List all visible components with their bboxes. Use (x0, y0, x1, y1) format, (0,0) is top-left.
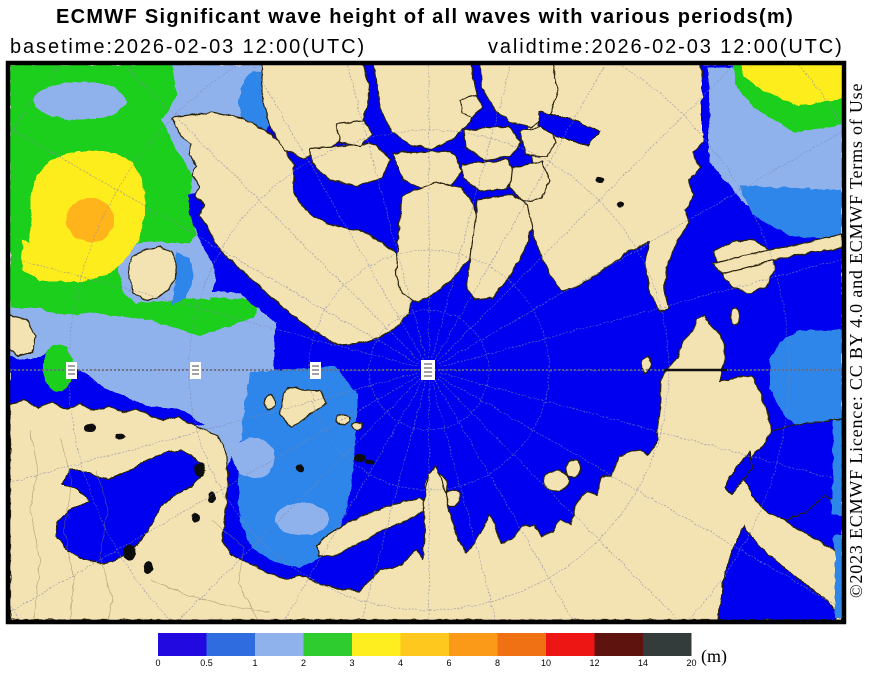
svg-text:basetime:2026-02-03 12:00(UTC): basetime:2026-02-03 12:00(UTC) (10, 36, 366, 58)
svg-text:10: 10 (541, 658, 551, 668)
svg-text:12: 12 (589, 658, 599, 668)
svg-text:0.5: 0.5 (200, 658, 213, 668)
svg-text:4: 4 (398, 658, 403, 668)
svg-text:14: 14 (638, 658, 648, 668)
svg-text:20: 20 (686, 658, 696, 668)
svg-text:validtime:2026-02-03 12:00(UTC: validtime:2026-02-03 12:00(UTC) (488, 36, 844, 58)
svg-text:(m): (m) (701, 646, 727, 667)
svg-text:6: 6 (446, 658, 451, 668)
svg-text:©2023 ECMWF Licence: CC BY 4.0: ©2023 ECMWF Licence: CC BY 4.0 and ECMWF… (846, 83, 866, 598)
svg-text:8: 8 (495, 658, 500, 668)
svg-text:ECMWF Significant wave height: ECMWF Significant wave height of all wav… (56, 6, 794, 28)
svg-text:2: 2 (301, 658, 306, 668)
svg-text:3: 3 (349, 658, 354, 668)
svg-text:0: 0 (155, 658, 160, 668)
svg-text:1: 1 (252, 658, 257, 668)
